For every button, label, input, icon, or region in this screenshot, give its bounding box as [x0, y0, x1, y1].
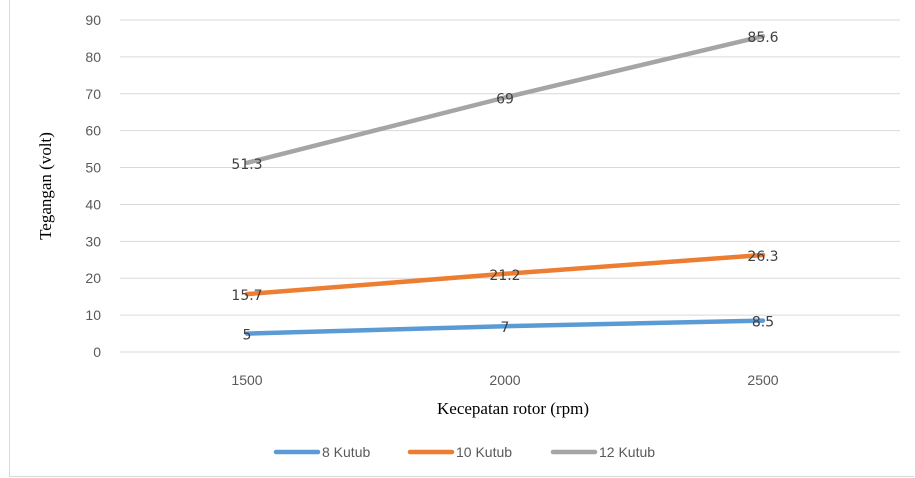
data-labels: 5 7 8.5 15.7 21.2 26.3 51.3 69 85.6: [231, 30, 778, 343]
x-tick-label: 2000: [489, 372, 520, 388]
y-tick-label: 50: [85, 160, 101, 176]
y-tick-label: 40: [85, 196, 101, 212]
y-tick-label: 70: [85, 86, 101, 102]
y-axis-title: Tegangan (volt): [36, 132, 55, 240]
gridlines: [120, 19, 900, 353]
series-line-1: [244, 318, 766, 336]
chart-frame: [9, 0, 914, 477]
x-axis-ticks: 1500 2000 2500: [231, 372, 778, 388]
series-line-3: [244, 33, 766, 166]
data-label: 21.2: [489, 268, 520, 284]
data-label: 7: [501, 320, 510, 336]
y-axis-ticks: 0 10 20 30 40 50 60 70 80 90: [85, 12, 101, 360]
x-tick-label: 1500: [231, 372, 262, 388]
data-label: 85.6: [747, 30, 778, 46]
data-label: 26.3: [747, 249, 778, 265]
y-tick-label: 30: [85, 233, 101, 249]
y-tick-label: 60: [85, 123, 101, 139]
data-label: 5: [243, 328, 252, 344]
y-tick-label: 10: [85, 307, 101, 323]
x-tick-label: 2500: [747, 372, 778, 388]
y-tick-label: 0: [93, 344, 101, 360]
legend-label: 12 Kutub: [599, 444, 655, 460]
series-lines: [244, 33, 766, 336]
data-label: 8.5: [752, 315, 774, 331]
y-tick-label: 20: [85, 270, 101, 286]
legend: 8 Kutub 10 Kutub 12 Kutub: [273, 444, 655, 460]
legend-label: 10 Kutub: [456, 444, 512, 460]
y-tick-label: 90: [85, 12, 101, 28]
y-tick-label: 80: [85, 49, 101, 65]
data-label: 15.7: [231, 288, 262, 304]
x-axis-title: Kecepatan rotor (rpm): [437, 399, 589, 418]
data-label: 51.3: [231, 157, 262, 173]
legend-label: 8 Kutub: [322, 444, 370, 460]
data-label: 69: [496, 91, 514, 107]
